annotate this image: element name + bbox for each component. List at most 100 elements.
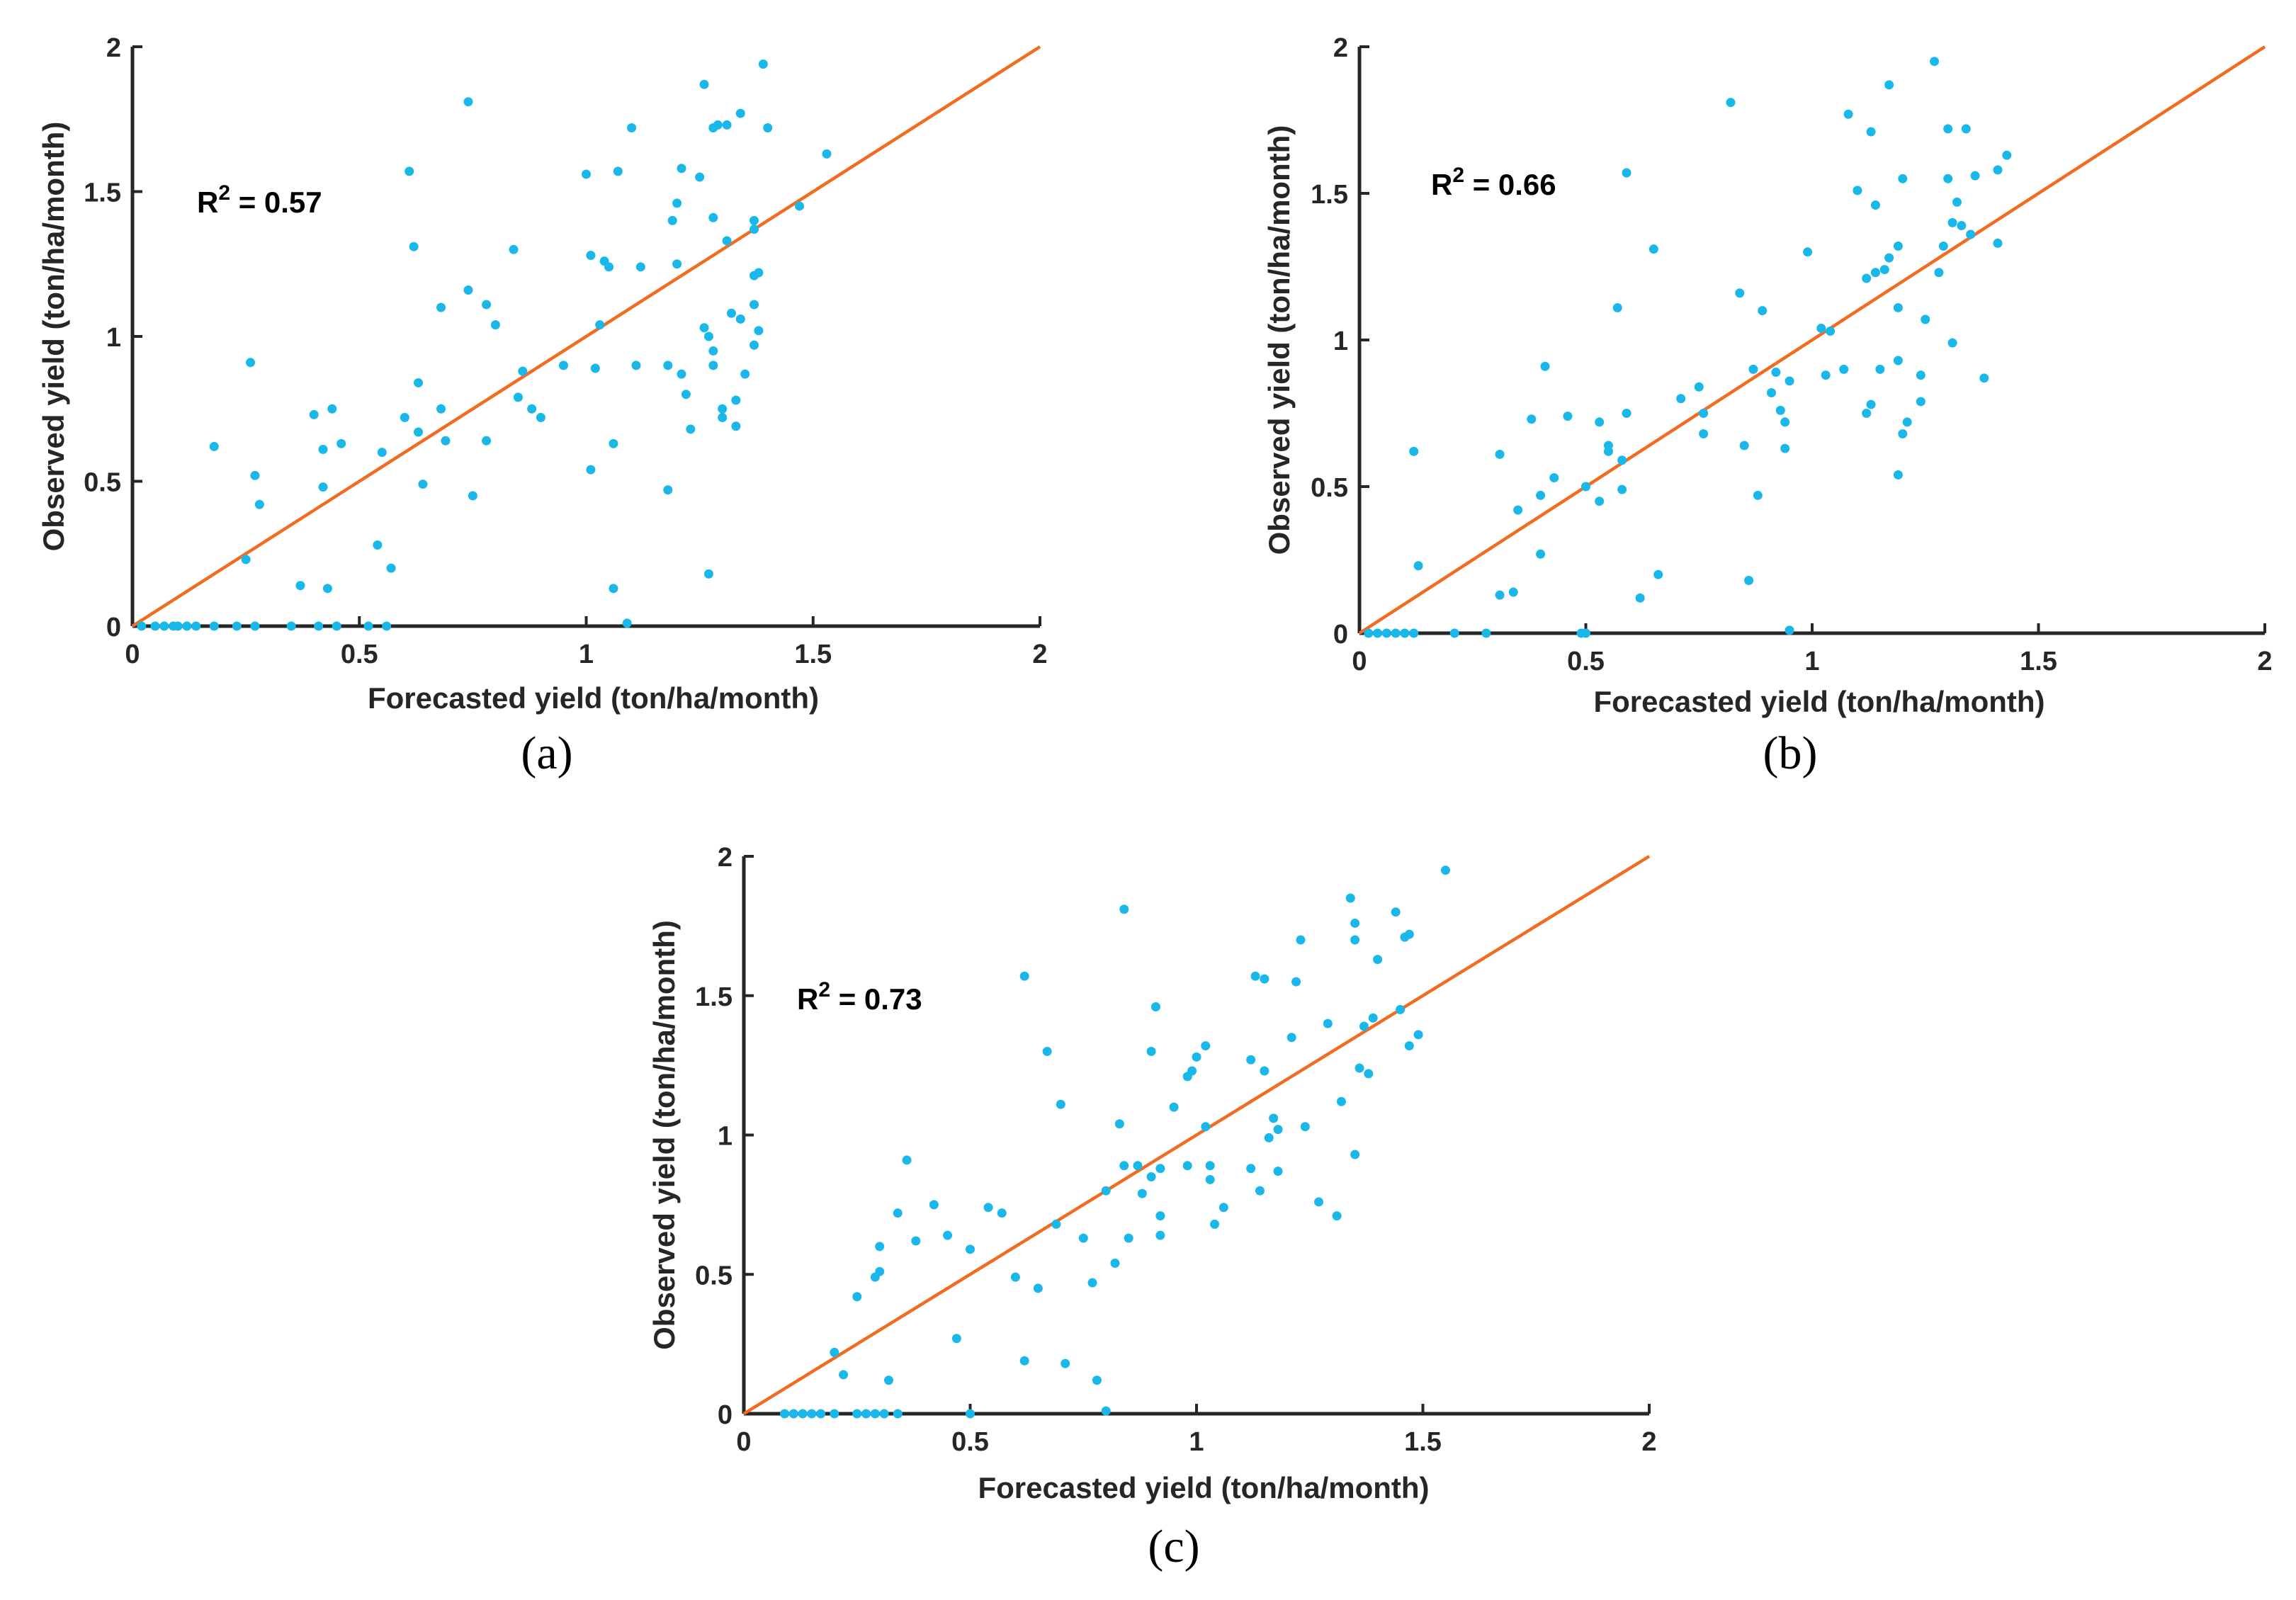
data-point (1879, 265, 1889, 275)
data-point (1260, 1066, 1269, 1076)
data-point (1735, 288, 1745, 298)
data-point (798, 1409, 808, 1419)
data-point (795, 201, 805, 211)
data-point (1508, 587, 1518, 597)
data-point (852, 1409, 862, 1419)
data-point (518, 366, 528, 376)
data-point (314, 621, 324, 631)
data-point (1952, 197, 1962, 207)
data-point (1653, 569, 1663, 579)
data-point (490, 320, 500, 330)
data-point (414, 427, 424, 437)
r2-prefix: R (197, 186, 218, 219)
x-tick-label: 1 (1804, 647, 1819, 676)
data-point (1019, 1356, 1029, 1366)
data-point (1269, 1113, 1279, 1123)
data-point (1255, 1186, 1265, 1196)
data-point (1449, 628, 1459, 638)
data-point (663, 361, 673, 370)
data-point (1536, 490, 1546, 500)
data-point (1246, 1055, 1256, 1065)
data-point (1201, 1041, 1211, 1051)
data-point (1617, 484, 1627, 494)
data-point (1748, 364, 1758, 374)
y-tick-label: 1.5 (84, 178, 121, 208)
y-tick-label: 0 (1333, 620, 1348, 649)
data-point (735, 314, 745, 324)
y-tick-label: 2 (718, 843, 733, 873)
data-point (509, 244, 519, 254)
x-axis-label: Forecasted yield (ton/ha/month) (978, 1471, 1429, 1504)
data-point (1758, 306, 1768, 316)
data-point (830, 1347, 839, 1357)
data-point (1413, 1030, 1423, 1040)
data-point (1404, 1041, 1414, 1051)
data-point (1061, 1358, 1070, 1368)
data-point (1966, 229, 1976, 239)
y-tick-label: 0 (718, 1400, 733, 1430)
data-point (966, 1244, 975, 1254)
data-point (893, 1409, 903, 1419)
data-point (400, 413, 409, 423)
data-point (1893, 302, 1903, 312)
y-axis-label: Observed yield (ton/ha/month) (37, 122, 70, 552)
data-point (1753, 490, 1763, 500)
x-tick-label: 1 (1189, 1427, 1204, 1457)
data-point (1739, 441, 1749, 450)
data-point (830, 1409, 839, 1419)
data-point (1010, 1272, 1020, 1282)
data-point (1622, 168, 1631, 178)
data-point (1875, 364, 1885, 374)
data-point (1898, 429, 1908, 438)
data-point (1368, 1013, 1378, 1023)
data-point (1947, 338, 1957, 348)
x-tick-label: 0 (125, 640, 140, 669)
data-point (1391, 907, 1401, 917)
y-tick-label: 0.5 (695, 1261, 733, 1290)
data-point (246, 358, 256, 368)
data-point (1381, 628, 1391, 638)
data-point (332, 621, 341, 631)
data-point (1359, 1021, 1369, 1031)
data-point (1957, 221, 1967, 231)
data-point (708, 346, 718, 356)
data-point (582, 169, 591, 179)
data-point (590, 363, 600, 373)
data-point (1866, 127, 1876, 137)
data-point (713, 120, 723, 130)
data-point (1355, 1063, 1364, 1073)
data-point (586, 465, 596, 475)
data-point (1146, 1172, 1156, 1182)
data-point (1916, 370, 1925, 380)
data-point (627, 123, 637, 133)
data-point (1051, 1219, 1061, 1229)
data-point (513, 392, 523, 402)
data-point (1862, 409, 1872, 418)
x-axis-label: Forecasted yield (ton/ha/month) (368, 681, 819, 715)
data-point (754, 326, 764, 336)
one-to-one-line (131, 45, 1041, 628)
data-point (1821, 370, 1831, 380)
data-point (1870, 268, 1880, 278)
data-point (1286, 1033, 1296, 1043)
data-point (861, 1409, 871, 1419)
data-point (377, 448, 387, 458)
data-point (463, 285, 473, 295)
data-point (1617, 455, 1627, 465)
x-tick-label: 2 (1032, 640, 1047, 669)
data-point (788, 1409, 798, 1419)
data-point (883, 1375, 893, 1385)
data-point (1336, 1096, 1346, 1106)
data-point (1019, 971, 1029, 981)
data-point (1970, 171, 1980, 181)
data-point (1124, 1233, 1133, 1243)
data-point (1350, 935, 1360, 945)
data-point (209, 621, 219, 631)
y-tick-label: 1 (106, 323, 121, 353)
data-point (1726, 98, 1736, 108)
data-point (1101, 1406, 1111, 1416)
data-point (1649, 244, 1658, 254)
data-point (695, 172, 705, 182)
data-point (1155, 1211, 1165, 1221)
